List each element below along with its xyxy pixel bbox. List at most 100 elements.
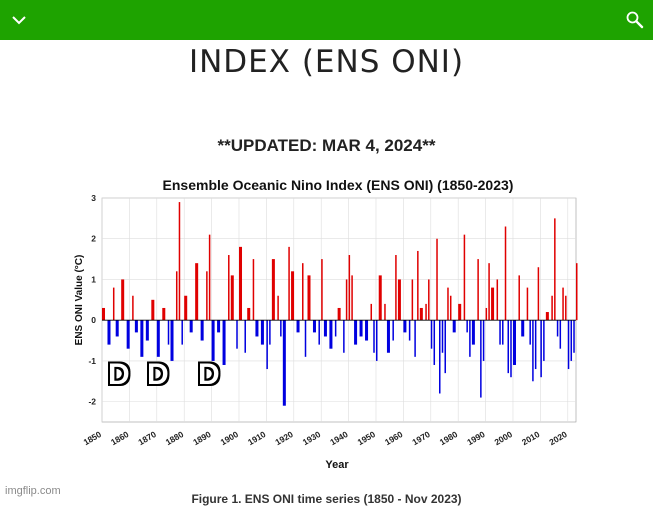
y-tick-label: -2 (88, 397, 96, 407)
search-icon[interactable] (625, 10, 645, 30)
data-bar (345, 279, 348, 321)
chart-title: Ensemble Oceanic Nino Index (ENS ONI) (1… (163, 177, 514, 193)
data-bar (482, 320, 485, 361)
data-bar (247, 307, 251, 321)
y-tick-label: 1 (91, 274, 96, 284)
data-bar (510, 320, 512, 378)
data-bar (266, 320, 268, 370)
data-bar (271, 259, 275, 321)
x-tick-label: 1990 (465, 429, 487, 447)
data-bar (206, 271, 208, 321)
data-bar (532, 320, 534, 382)
data-bar (436, 238, 438, 321)
data-bar (115, 320, 119, 337)
data-bar (441, 320, 444, 353)
data-bar (512, 320, 516, 365)
data-bar (485, 307, 488, 321)
data-bar (145, 320, 149, 341)
data-bar (107, 320, 111, 345)
data-bar (255, 320, 259, 337)
data-bar (458, 303, 462, 321)
data-bar (321, 259, 323, 321)
data-bar (167, 320, 170, 345)
ens-oni-chart: Ensemble Oceanic Nino Index (ENS ONI) (1… (74, 177, 578, 470)
x-tick-label: 1980 (438, 429, 460, 447)
x-tick-label: 1970 (410, 429, 432, 447)
data-bar (433, 320, 436, 365)
data-bar (428, 279, 430, 321)
x-tick-label: 1930 (301, 429, 323, 447)
data-bar (526, 287, 529, 321)
data-bar (238, 246, 243, 321)
data-bar (565, 295, 567, 321)
data-bar (217, 320, 221, 333)
data-bar (151, 299, 155, 321)
data-bar (518, 275, 520, 321)
data-bar (556, 320, 559, 337)
data-bar (551, 295, 553, 321)
data-bar (395, 255, 397, 321)
data-bar (554, 218, 556, 321)
data-bar (559, 320, 562, 349)
data-bar (573, 320, 575, 353)
data-bar (449, 295, 452, 321)
x-tick-label: 2000 (493, 429, 515, 447)
x-tick-label: 1860 (109, 429, 131, 447)
x-tick-label: 1910 (246, 429, 268, 447)
x-tick-label: 1940 (328, 429, 350, 447)
data-bar (181, 320, 183, 345)
data-bar (444, 320, 446, 374)
data-bar (392, 320, 394, 341)
data-bar (189, 320, 193, 333)
data-bar (466, 320, 468, 333)
data-bar (403, 320, 407, 333)
x-tick-label: 1850 (82, 429, 104, 447)
data-bar (184, 295, 188, 321)
data-bar (302, 263, 304, 321)
data-bar (304, 320, 307, 357)
x-tick-label: 2020 (547, 429, 569, 447)
data-bar (132, 295, 134, 321)
overlay-letter: D (147, 358, 169, 391)
chevron-down-icon[interactable] (10, 12, 28, 28)
data-bar (504, 226, 507, 321)
data-bar (378, 275, 382, 321)
data-bar (351, 275, 353, 321)
x-tick-label: 1870 (136, 429, 158, 447)
data-bar (222, 320, 226, 365)
x-tick-label: 2010 (520, 429, 542, 447)
data-bar (323, 320, 327, 337)
data-bar (373, 320, 375, 353)
data-bar (543, 320, 545, 361)
data-bar (397, 279, 401, 321)
data-bar (419, 307, 423, 321)
y-tick-label: -1 (88, 356, 96, 366)
data-bar (208, 234, 211, 321)
data-bar (134, 320, 138, 333)
data-bar (178, 202, 181, 321)
data-bar (156, 320, 160, 357)
x-tick-label: 1880 (164, 429, 186, 447)
data-bar (480, 320, 482, 398)
data-bar (447, 287, 449, 321)
data-bar (534, 320, 537, 370)
figure-caption: Figure 1. ENS ONI time series (1850 - No… (191, 492, 462, 506)
data-bar (507, 320, 510, 374)
top-bar (0, 0, 653, 40)
data-bar (337, 307, 341, 321)
data-bar (170, 320, 174, 361)
data-bar (269, 320, 271, 345)
data-bar (282, 320, 286, 406)
data-bar (291, 271, 295, 321)
data-bar (288, 246, 290, 321)
overlay-letter: D (108, 358, 130, 391)
x-tick-label: 1960 (383, 429, 405, 447)
data-bar (126, 320, 130, 349)
data-bar (343, 320, 345, 353)
data-bar (277, 295, 279, 321)
overlay-letter: D (198, 358, 220, 391)
y-tick-label: 2 (91, 234, 96, 244)
data-bar (430, 320, 433, 349)
data-bar (375, 320, 378, 361)
data-bar (576, 263, 578, 321)
